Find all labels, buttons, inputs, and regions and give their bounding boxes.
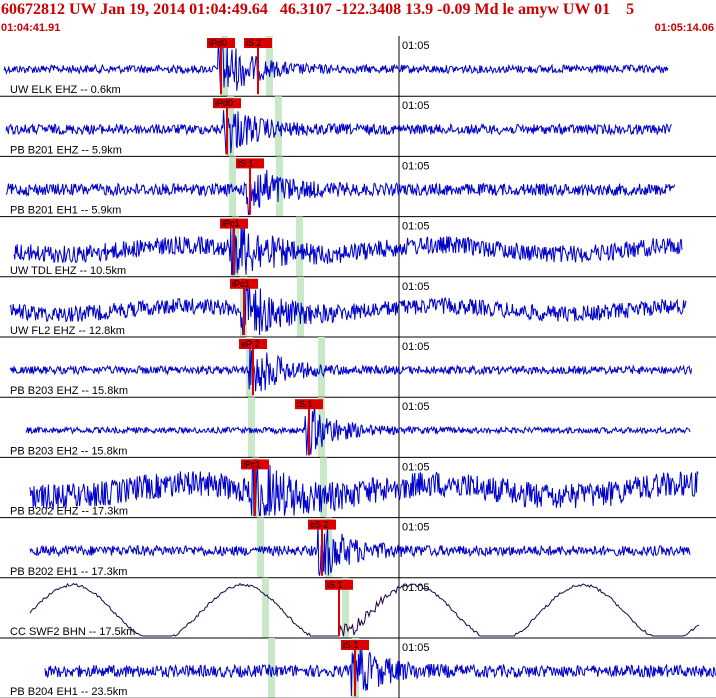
minute-tick-label: 01:05 [402, 221, 430, 233]
waveform-trace [25, 407, 691, 456]
station-label: UW FL2 EHZ -- 12.8km [10, 325, 125, 337]
trace-row[interactable]: 01:05 iS 1 PB B204 EH1 -- 23.5km [0, 638, 716, 698]
window-end-time: 01:05:14.06 [654, 22, 714, 34]
event-header: 60672812 UW Jan 19, 2014 01:04:49.64 46.… [0, 0, 716, 36]
trace-row[interactable]: 01:05 iPd0 iS 2 UW ELK EHZ -- 0.6km [0, 36, 716, 97]
s-window-band [296, 216, 303, 277]
waveform-trace [5, 169, 676, 216]
s-window-band [320, 457, 327, 518]
pick-label: iS 1 [238, 158, 254, 168]
trace-row[interactable]: 01:05 eP 2 PB B203 EHZ -- 15.8km [0, 337, 716, 398]
station-label: CC SWF2 BHN -- 17.5km [10, 626, 135, 638]
s-window-band [266, 36, 273, 97]
s-window-band [276, 156, 283, 217]
s-window-band [297, 276, 304, 337]
minute-tick-label: 01:05 [402, 582, 430, 594]
trace-row[interactable]: 01:05 iS 1 CC SWF2 BHN -- 17.5km [0, 577, 716, 639]
s-window-band [318, 397, 325, 458]
waveform-trace [29, 459, 699, 517]
waveform-trace [9, 278, 687, 336]
minute-tick-label: 01:05 [402, 281, 430, 293]
minute-tick-label: 01:05 [402, 522, 430, 534]
station-label: PB B202 EH1 -- 17.3km [10, 566, 127, 578]
station-label: PB B203 EH2 -- 15.8km [10, 445, 127, 457]
pick-label-box[interactable] [244, 38, 272, 48]
pick-label-box[interactable] [341, 640, 369, 650]
waveform-trace [13, 219, 683, 276]
window-start-time: 01:04:41.91 [1, 22, 61, 34]
pick-label: iS 1 [327, 580, 343, 590]
minute-tick-label: 01:05 [402, 100, 430, 112]
minute-tick-label: 01:05 [402, 160, 430, 172]
pick-label: iS 1 [297, 399, 313, 409]
waveform-trace [5, 109, 673, 155]
s-window-band [342, 577, 349, 638]
pick-label-box[interactable] [207, 38, 235, 48]
trace-row[interactable]: 01:05 iPc1 PB B202 EHZ -- 17.3km [0, 457, 716, 519]
waveform-trace [29, 522, 691, 576]
minute-tick-label: 01:05 [402, 341, 430, 353]
pick-label: eP 2 [241, 339, 259, 349]
station-label: UW TDL EHZ -- 10.5km [10, 265, 126, 277]
s-window-band [325, 517, 332, 578]
station-label: PB B203 EHZ -- 15.8km [10, 385, 128, 397]
station-label: PB B201 EHZ -- 5.9km [10, 144, 122, 156]
pick-label: iS 2 [246, 38, 262, 48]
p-window-band [268, 638, 275, 698]
pick-label-box[interactable] [239, 339, 267, 349]
p-window-band [257, 517, 264, 578]
minute-tick-label: 01:05 [402, 461, 430, 473]
pick-label-box[interactable] [236, 158, 264, 169]
p-window-band [229, 156, 236, 217]
pick-label-box[interactable] [295, 399, 323, 410]
trace-row[interactable]: 01:05 iS 1 PB B203 EH2 -- 15.8km [0, 397, 716, 458]
pick-label: iPd0 [209, 38, 227, 48]
station-label: PB B204 EH1 -- 23.5km [10, 686, 127, 698]
waveform-trace [3, 37, 669, 95]
station-label: UW ELK EHZ -- 0.6km [10, 84, 121, 96]
minute-tick-label: 01:05 [402, 642, 430, 654]
pick-label-box[interactable] [308, 519, 336, 530]
pick-label-box[interactable] [213, 98, 241, 109]
minute-tick-label: 01:05 [402, 401, 430, 413]
waveform-trace [44, 646, 716, 697]
seismogram-panel[interactable]: 01:05 iPd0 iS 2 UW ELK EHZ -- 0.6km 01:05 iPd… [0, 36, 716, 698]
station-label: PB B201 EH1 -- 5.9km [10, 205, 121, 217]
pick-label-box[interactable] [220, 218, 248, 229]
trace-row[interactable]: 01:05 iS 1 PB B201 EH1 -- 5.9km [0, 156, 716, 218]
p-window-band [221, 36, 228, 97]
minute-tick-label: 01:05 [402, 40, 430, 52]
trace-row[interactable]: 01:05 eS 2 PB B202 EH1 -- 17.3km [0, 517, 716, 579]
trace-row[interactable]: 01:05 iPd0 PB B201 EHZ -- 5.9km [0, 96, 716, 157]
trace-row[interactable]: 01:05 iPc1 UW TDL EHZ -- 10.5km [0, 216, 716, 278]
pick-label: iPc1 [222, 219, 240, 229]
pick-label: iPc1 [243, 459, 261, 469]
event-title: 60672812 UW Jan 19, 2014 01:04:49.64 46.… [1, 1, 635, 18]
pick-label: iPc1 [232, 279, 250, 289]
waveform-trace [9, 342, 693, 392]
pick-label: iPd0 [215, 98, 233, 108]
pick-label-box[interactable] [325, 579, 353, 590]
trace-row[interactable]: 01:05 iPc1 UW FL2 EHZ -- 12.8km [0, 276, 716, 338]
waveform-trace [29, 582, 700, 637]
pick-label-box[interactable] [241, 459, 269, 470]
pick-label: iS 1 [343, 640, 359, 650]
station-label: PB B202 EHZ -- 17.3km [10, 506, 128, 518]
pick-label-box[interactable] [230, 278, 258, 289]
p-window-band [248, 397, 255, 458]
pick-label: eS 2 [310, 520, 329, 530]
p-window-band [262, 577, 269, 638]
